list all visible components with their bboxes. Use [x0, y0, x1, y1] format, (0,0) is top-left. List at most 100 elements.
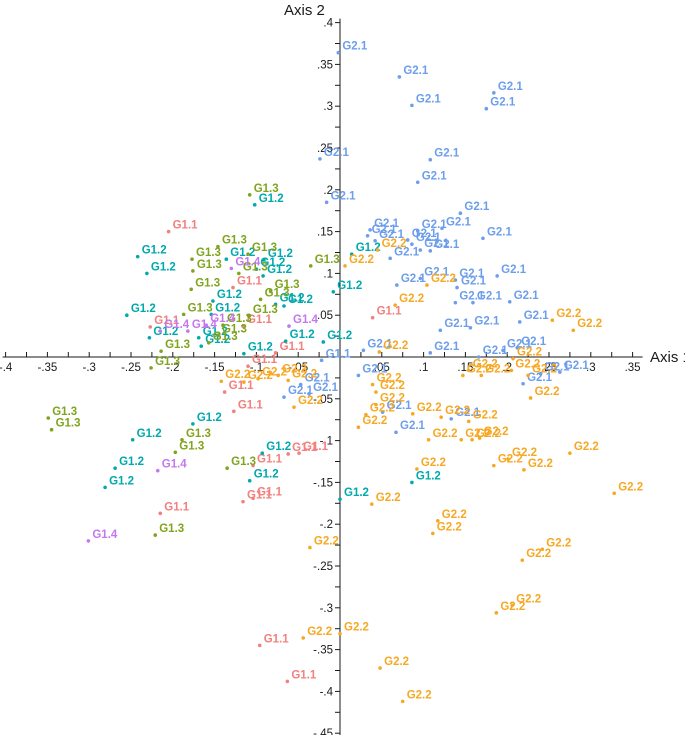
data-point-dot: [410, 412, 415, 416]
data-point-dot: [125, 313, 129, 318]
data-point-label: G2.2: [473, 358, 498, 370]
data-point-label: G1.3: [265, 287, 290, 299]
data-point-label: G2.2: [282, 363, 307, 375]
data-point-dot: [484, 106, 489, 111]
data-point-label: G2.1: [477, 291, 503, 303]
data-point-dot: [246, 252, 250, 256]
data-point-dot: [453, 300, 458, 305]
data-point-dot: [374, 390, 378, 394]
data-point-label: G2.1: [527, 372, 553, 384]
y-tick-label: -.4: [320, 686, 334, 698]
data-point-dot: [287, 324, 291, 328]
data-point-dot: [509, 368, 514, 373]
data-point-label: G2.1: [464, 201, 490, 213]
data-point-dot: [338, 631, 342, 636]
y-tick-label: -.45: [313, 728, 333, 735]
x-tick-label: -.4: [0, 362, 13, 374]
data-point-dot: [418, 248, 423, 252]
data-point-dot: [319, 358, 324, 363]
data-point-dot: [130, 437, 135, 442]
data-point-label: G1.3: [275, 279, 300, 291]
data-point-dot: [186, 329, 190, 333]
data-point-label: G1.3: [195, 277, 220, 289]
data-point-dot: [209, 312, 214, 317]
data-point-label: G2.2: [349, 254, 374, 266]
data-point-label: G2.2: [476, 428, 501, 440]
data-point-dot: [190, 257, 194, 261]
data-point-label: G2.2: [484, 426, 509, 438]
data-point-label: G1.3: [197, 259, 222, 271]
data-point-label: G2.2: [556, 308, 581, 320]
x-tick-label: .3: [586, 362, 596, 374]
data-point-label: G2.2: [485, 363, 510, 375]
data-point-dot: [273, 302, 278, 307]
data-point-label: G2.2: [431, 273, 456, 285]
x-tick-label: -.3: [82, 362, 95, 374]
data-point-dot: [517, 320, 522, 324]
data-point-dot: [204, 323, 209, 328]
data-point-label: G1.2: [203, 326, 228, 338]
data-point-dot: [388, 256, 392, 261]
data-point-label: G1.2: [290, 329, 315, 341]
data-point-label: G1.2: [153, 326, 178, 338]
x-tick-label: .25: [541, 362, 557, 374]
data-point-label: G1.4: [293, 314, 319, 326]
data-point-label: G2.1: [461, 276, 487, 288]
data-point-label: G2.1: [483, 345, 509, 357]
data-point-dot: [511, 356, 515, 361]
data-point-dot: [438, 328, 443, 333]
data-point-dot: [262, 258, 266, 262]
data-point-label: G2.1: [487, 226, 513, 238]
data-point-label: G2.1: [403, 65, 429, 77]
data-point-dot: [321, 340, 326, 344]
data-point-label: G1.3: [231, 456, 256, 468]
data-point-label: G1.1: [229, 380, 255, 392]
data-point-label: G2.2: [384, 656, 409, 668]
data-point-dot: [225, 466, 229, 470]
data-point-dot: [425, 283, 429, 287]
data-point-label: G2.2: [370, 403, 395, 415]
data-point-label: G2.1: [434, 341, 460, 353]
data-point-label: G1.3: [196, 247, 221, 259]
data-point-label: G2.2: [383, 340, 408, 352]
data-point-dot: [180, 437, 184, 442]
data-point-dot: [173, 450, 178, 455]
data-point-label: G2.2: [618, 481, 643, 493]
y-tick-label: -.25: [313, 561, 333, 573]
data-point-dot: [501, 348, 505, 353]
data-point-dot: [261, 274, 265, 278]
x-tick-label: .05: [374, 362, 390, 374]
data-point-dot: [307, 391, 311, 396]
y-tick-label: -.35: [313, 645, 333, 657]
data-point-label: G2.2: [512, 447, 537, 459]
data-point-label: G2.1: [424, 266, 450, 278]
data-point-dot: [158, 329, 163, 333]
data-point-label: G1.4: [92, 529, 118, 541]
data-point-label: G1.3: [165, 339, 190, 351]
data-point-dot: [232, 409, 236, 414]
data-point-dot: [181, 312, 186, 317]
data-point-label: G2.2: [380, 393, 405, 405]
data-point-label: G1.3: [222, 323, 247, 335]
data-point-dot: [470, 437, 474, 442]
data-point-dot: [246, 364, 250, 368]
data-point-dot: [477, 436, 482, 440]
data-point-dot: [558, 370, 562, 374]
data-point-label: G2.1: [387, 400, 413, 412]
data-point-dot: [410, 242, 414, 246]
data-point-label: G1.2: [109, 475, 134, 487]
data-point-label: G2.1: [434, 239, 460, 251]
data-point-dot: [242, 380, 246, 384]
data-point-dot: [237, 271, 241, 276]
data-point-dot: [481, 236, 485, 241]
data-point-label: G1.4: [210, 313, 236, 325]
data-point-label: G1.3: [159, 523, 184, 535]
data-point-label: G2.1: [459, 291, 485, 303]
data-point-label: G1.1: [303, 441, 329, 453]
data-point-dot: [468, 325, 473, 330]
data-point-dot: [458, 211, 463, 216]
data-point-dot: [298, 382, 303, 387]
data-point-label: G1.1: [238, 399, 264, 411]
